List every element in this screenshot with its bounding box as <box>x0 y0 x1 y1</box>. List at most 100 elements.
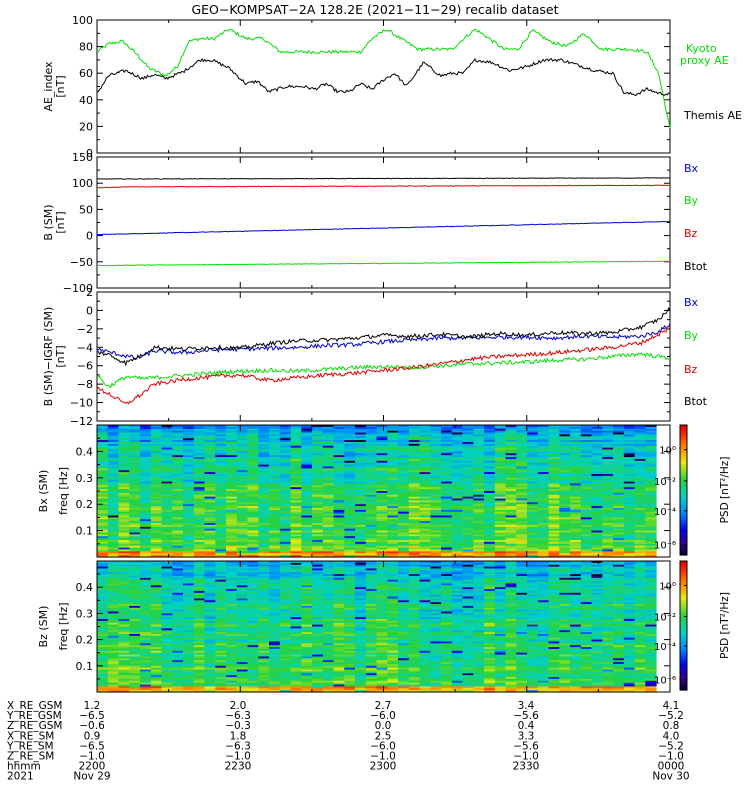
spectrogram-cell <box>473 523 485 526</box>
spectrogram-cell <box>161 530 173 534</box>
spectrogram-cell <box>602 519 614 522</box>
spectrogram-cell <box>559 502 571 505</box>
spectrogram-cell <box>172 562 184 566</box>
spectrogram-cell <box>580 466 593 469</box>
spectrogram-cell <box>97 475 109 479</box>
spectrogram-cell <box>494 538 507 541</box>
spectrogram-cell <box>473 430 485 434</box>
spectrogram-cell <box>473 445 485 449</box>
spectrogram-cell <box>226 524 238 528</box>
spectrogram-cell <box>312 589 324 592</box>
spectrogram-cell <box>559 541 571 545</box>
spectrogram-cell <box>129 575 141 579</box>
spectrogram-cell <box>591 492 603 496</box>
spectrogram-cell <box>613 436 625 439</box>
spectrogram-cell <box>129 523 141 526</box>
spectrogram-cell <box>516 438 528 441</box>
spectrogram-cell <box>365 494 378 498</box>
spectrogram-cell <box>279 491 292 494</box>
spectrogram-cell <box>527 460 539 464</box>
spectrogram-cell <box>376 587 388 590</box>
spectrogram-cell <box>107 543 120 547</box>
spectrogram-cell <box>602 517 614 520</box>
spectrogram-cell <box>226 453 238 456</box>
spectrogram-cell <box>645 528 657 532</box>
spectrogram-cell <box>527 530 539 534</box>
spectrogram-cell <box>172 589 184 592</box>
spectrogram-cell <box>602 470 614 473</box>
spectrogram-cell <box>97 428 109 432</box>
spectrogram-cell <box>462 589 474 592</box>
spectrogram-cell <box>236 457 249 460</box>
spectrogram-cell <box>355 589 367 592</box>
spectrogram-cell <box>537 581 550 585</box>
spectrogram-cell <box>473 474 485 477</box>
spectrogram-cell <box>634 572 646 575</box>
spectrogram-cell <box>591 445 603 449</box>
spectrogram-cell <box>258 492 270 496</box>
spectrogram-cell <box>591 561 603 564</box>
spectrogram-cell <box>570 545 582 549</box>
spectrogram-cell <box>279 426 292 430</box>
spectrogram-cell <box>419 523 431 526</box>
spectrogram-cell <box>441 581 453 585</box>
spectrogram-cell <box>484 530 496 534</box>
spectrogram-cell <box>419 574 431 577</box>
spectrogram-cell <box>580 513 593 517</box>
spectrogram-cell <box>236 507 249 511</box>
spectrogram-cell <box>193 581 206 585</box>
spectrogram-cell <box>172 513 184 517</box>
spectrogram-cell <box>226 494 238 498</box>
spectrogram-cell <box>258 517 270 520</box>
spectrogram-cell <box>236 483 249 486</box>
spectrogram-cell <box>150 532 163 535</box>
spectrogram-cell <box>183 540 195 543</box>
spectrogram-cell <box>183 517 195 520</box>
spectrogram-cell <box>193 594 206 598</box>
spectrogram-cell <box>634 536 646 539</box>
spectrogram-cell <box>107 428 120 432</box>
spectrogram-cell <box>398 506 410 509</box>
spectrogram-cell <box>140 492 152 496</box>
spectrogram-cell <box>645 596 657 600</box>
spectrogram-cell <box>516 547 528 551</box>
spectrogram-cell <box>376 481 388 485</box>
spectrogram-cell <box>591 436 603 439</box>
spectrogram-cell <box>344 498 356 502</box>
spectrogram-cell <box>107 570 120 573</box>
spectrogram-cell <box>301 436 313 439</box>
spectrogram-cell <box>473 494 485 498</box>
spectrogram-cell <box>462 530 474 534</box>
spectrogram-cell <box>150 496 163 500</box>
spectrogram-cell <box>548 521 560 524</box>
spectrogram-cell <box>398 457 410 460</box>
spectrogram-cell <box>570 500 582 503</box>
spectrogram-cell <box>387 426 399 430</box>
spectrogram-cell <box>505 470 517 473</box>
spectrogram-cell <box>118 574 130 577</box>
spectrogram-cell <box>322 566 335 570</box>
spectrogram-cell <box>419 534 431 537</box>
spectrogram-cell <box>602 553 614 556</box>
spectrogram-cell <box>591 457 603 460</box>
spectrogram-cell <box>387 540 399 543</box>
spectrogram-cell <box>613 491 625 494</box>
spectrogram-cell <box>129 517 141 520</box>
spectrogram-cell <box>623 504 636 507</box>
spectrogram-cell <box>215 483 227 486</box>
spectrogram-cell <box>580 511 593 515</box>
spectrogram-cell <box>580 528 593 532</box>
spectrogram-cell <box>183 511 195 515</box>
spectrogram-cell <box>441 577 453 581</box>
spectrogram-cell <box>527 455 539 458</box>
spectrogram-cell <box>183 521 195 524</box>
spectrogram-cell <box>204 543 216 547</box>
spectrogram-cell <box>516 536 528 539</box>
spectrogram-cell <box>226 566 238 570</box>
spectrogram-cell <box>484 504 496 507</box>
spectrogram-cell <box>645 430 657 434</box>
spectrogram-cell <box>312 492 324 496</box>
spectrogram-cell <box>398 430 410 434</box>
spectrogram-cell <box>398 440 410 443</box>
spectrogram-cell <box>387 507 399 511</box>
